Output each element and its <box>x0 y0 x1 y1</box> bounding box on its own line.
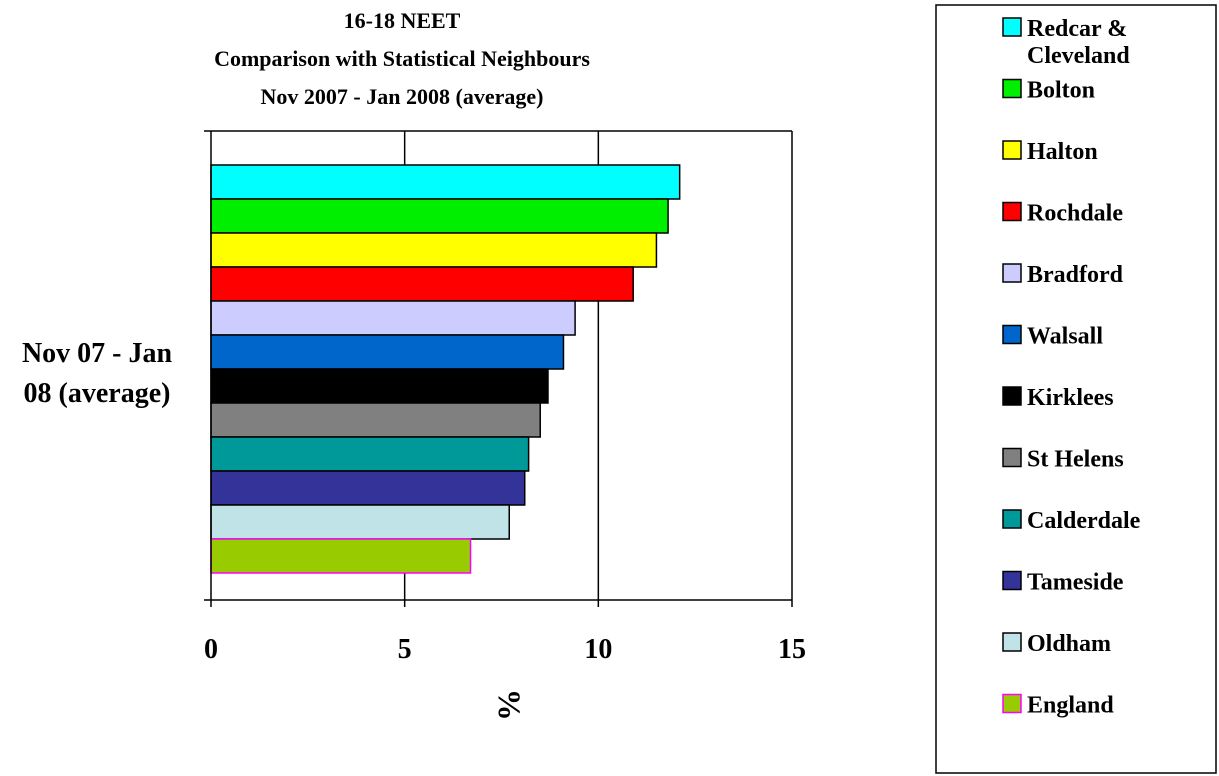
legend: Redcar &Cleveland Bolton Halton Rochdale Bra… <box>1002 16 1141 719</box>
legend-swatch-calderdale <box>1002 509 1022 529</box>
legend-label-rochdale: Rochdale <box>1027 201 1123 227</box>
bar-walsall <box>210 334 565 370</box>
category-label: Nov 07 - Jan 08 (average) <box>22 338 173 409</box>
legend-label-redcar-cleveland: Redcar & <box>1027 16 1127 42</box>
bar-halton <box>210 232 658 268</box>
bar-bolton <box>210 198 669 234</box>
legend-label-england: England <box>1027 693 1114 719</box>
legend-swatch-england <box>1002 693 1022 714</box>
x-axis-label: % <box>490 689 526 721</box>
legend-swatch-tameside <box>1002 570 1022 591</box>
legend-box <box>935 4 1217 774</box>
legend-swatch-halton <box>1002 140 1022 160</box>
chart-title-line-3: Nov 2007 - Jan 2008 (average) <box>261 84 544 109</box>
bar-england <box>210 538 472 574</box>
chart-title-line-1: 16-18 NEET <box>344 8 461 33</box>
bar-oldham <box>210 504 510 540</box>
legend-label-bolton: Bolton <box>1027 78 1095 104</box>
legend-swatch-bolton <box>1002 78 1022 99</box>
legend-swatch-walsall <box>1002 324 1022 345</box>
x-tick-label-0: 0 <box>204 634 218 665</box>
x-tick-label-10: 10 <box>584 634 612 665</box>
bar-bradford <box>210 300 576 336</box>
bar-tameside <box>210 470 526 506</box>
legend-label-tameside: Tameside <box>1027 570 1124 596</box>
legend-label-halton: Halton <box>1027 139 1098 165</box>
x-tick-labels: 0 5 10 15 <box>204 634 806 665</box>
legend-swatch-st-helens <box>1002 447 1022 468</box>
legend-label-redcar-cleveland-2: Cleveland <box>1027 43 1130 69</box>
bars <box>210 164 681 574</box>
legend-label-bradford: Bradford <box>1027 262 1124 288</box>
bar-calderdale <box>210 436 530 472</box>
chart-title-line-2: Comparison with Statistical Neighbours <box>214 46 590 71</box>
legend-label-walsall: Walsall <box>1027 324 1103 350</box>
x-tick-label-5: 5 <box>398 634 412 665</box>
legend-swatch-oldham <box>1002 632 1022 652</box>
legend-label-st-helens: St Helens <box>1027 447 1124 473</box>
legend-swatch-bradford <box>1002 263 1022 283</box>
chart-title: 16-18 NEET Comparison with Statistical N… <box>214 8 590 109</box>
legend-swatch-redcar-cleveland <box>1002 17 1022 37</box>
category-label-line-1: Nov 07 - Jan <box>22 338 173 369</box>
bar-kirklees <box>210 368 549 404</box>
category-label-line-2: 08 (average) <box>24 378 171 409</box>
bar-st-helens <box>210 402 541 438</box>
axes <box>204 130 793 607</box>
bar-rochdale <box>210 266 634 302</box>
legend-label-calderdale: Calderdale <box>1027 508 1141 534</box>
legend-swatch-kirklees <box>1002 386 1022 406</box>
legend-label-kirklees: Kirklees <box>1027 385 1114 411</box>
x-tick-label-15: 15 <box>778 634 806 665</box>
bar-redcar-cleveland <box>210 164 681 200</box>
legend-label-oldham: Oldham <box>1027 631 1111 657</box>
legend-swatch-rochdale <box>1002 201 1022 222</box>
